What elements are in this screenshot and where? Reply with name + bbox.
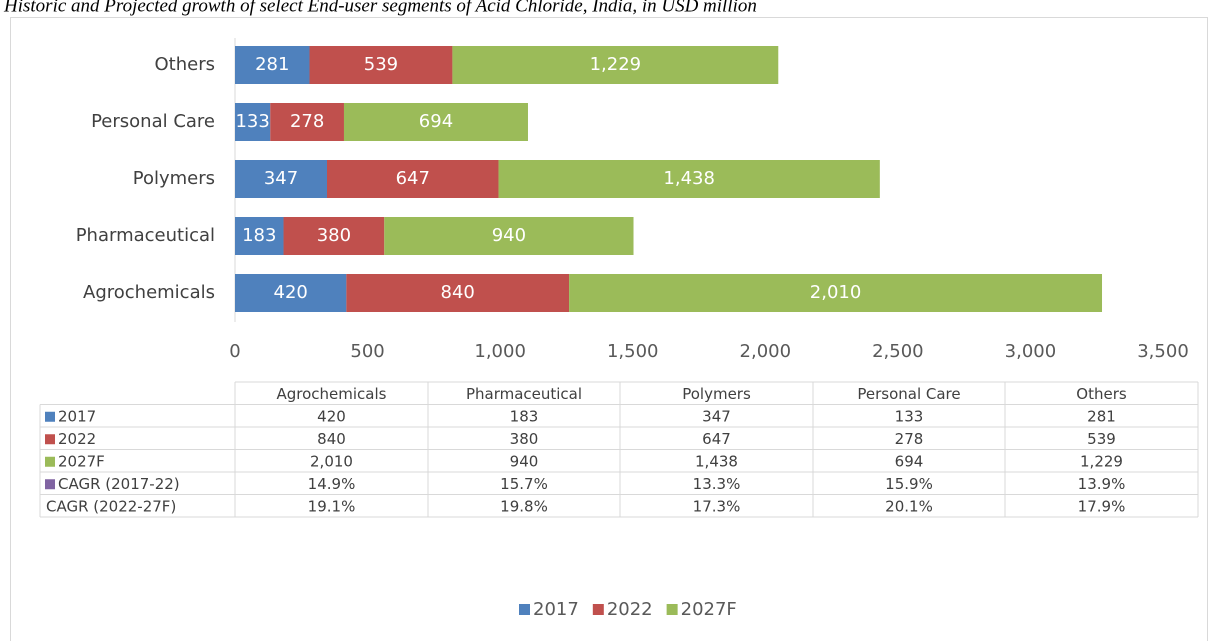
x-tick-label: 2,500 [872,341,924,362]
data-label: 940 [492,225,526,246]
table-cell: 13.9% [1078,475,1126,493]
table-cell: 19.1% [308,497,356,515]
chart-frame [10,17,1208,641]
bar-segment [384,217,634,255]
table-header: Pharmaceutical [466,385,582,403]
table-cell: 17.3% [693,497,741,515]
legend-key [666,604,678,615]
bar-segment [235,160,328,198]
x-tick-label: 1,500 [607,341,659,362]
bar-segment [569,274,1103,312]
data-label: 2,010 [810,282,862,303]
data-label: 347 [264,168,298,189]
data-label: 183 [242,225,276,246]
legend-key [45,479,55,490]
bar-segment [235,46,310,84]
table-cell: 278 [895,430,924,448]
table-header: Polymers [682,385,751,403]
table-cell: 347 [702,407,731,425]
legend-label: 2027F [681,599,737,620]
category-label: Others [155,54,216,75]
table-cell: 281 [1087,407,1116,425]
legend-key [45,434,55,445]
table-row-label: CAGR (2022-27F) [46,497,176,515]
table-cell: 420 [317,407,346,425]
table-cell: 1,438 [695,452,738,470]
data-label: 539 [364,54,398,75]
legend-key [592,604,604,615]
table-row-label: 2017 [58,407,96,425]
data-label: 1,229 [590,54,642,75]
table-cell: 14.9% [308,475,356,493]
legend-label: 2017 [533,599,579,620]
table-row-label: 2022 [58,430,96,448]
bar-segment [235,217,284,255]
bar-segment [235,103,271,141]
data-label: 840 [441,282,475,303]
table-cell: 20.1% [885,497,933,515]
table-row-label: 2027F [58,452,105,470]
data-label: 133 [235,111,269,132]
data-label: 281 [255,54,289,75]
x-tick-label: 1,000 [474,341,526,362]
data-label: 694 [419,111,453,132]
data-label: 1,438 [663,168,715,189]
bar-segment [309,46,453,84]
bar-segment [452,46,779,84]
table-header: Personal Care [857,385,960,403]
legend-key [45,411,55,422]
table-cell: 1,229 [1080,452,1123,470]
table-header: Agrochemicals [277,385,387,403]
x-tick-label: 3,000 [1005,341,1057,362]
category-label: Agrochemicals [83,282,215,303]
data-label: 380 [317,225,351,246]
legend-label: 2022 [607,599,653,620]
legend-key [45,456,55,467]
data-label: 647 [396,168,430,189]
data-label: 278 [290,111,324,132]
x-tick-label: 500 [350,341,384,362]
table-cell: 539 [1087,430,1116,448]
table-cell: 183 [510,407,539,425]
category-label: Personal Care [91,111,215,132]
category-label: Polymers [133,168,215,189]
x-tick-label: 0 [229,341,240,362]
bar-segment [498,160,880,198]
legend-key [519,604,530,615]
category-label: Pharmaceutical [76,225,215,246]
table-cell: 15.9% [885,475,933,493]
table-cell: 840 [317,430,346,448]
bar-segment [235,274,347,312]
bar-segment [346,274,570,312]
table-cell: 647 [702,430,731,448]
table-cell: 2,010 [310,452,353,470]
chart-title: Historic and Projected growth of select … [3,0,757,16]
x-tick-label: 3,500 [1137,341,1189,362]
table-row-label: CAGR (2017-22) [58,475,180,493]
data-label: 420 [274,282,308,303]
bar-segment [327,160,499,198]
table-cell: 19.8% [500,497,548,515]
x-tick-label: 2,000 [740,341,792,362]
table-cell: 13.3% [693,475,741,493]
bar-segment [283,217,385,255]
table-cell: 940 [510,452,539,470]
bar-segment [343,103,528,141]
table-cell: 133 [895,407,924,425]
table-cell: 380 [510,430,539,448]
table-header: Others [1076,385,1127,403]
bar-segment [270,103,344,141]
table-cell: 694 [895,452,924,470]
table-cell: 17.9% [1078,497,1126,515]
table-cell: 15.7% [500,475,548,493]
